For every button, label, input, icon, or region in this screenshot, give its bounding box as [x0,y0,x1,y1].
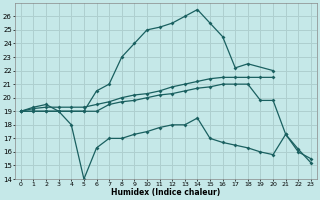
X-axis label: Humidex (Indice chaleur): Humidex (Indice chaleur) [111,188,220,197]
